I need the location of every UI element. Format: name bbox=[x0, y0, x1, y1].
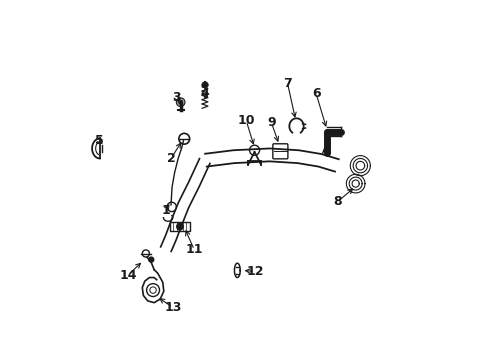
Text: 12: 12 bbox=[246, 265, 264, 278]
Text: 13: 13 bbox=[164, 301, 181, 314]
Circle shape bbox=[202, 82, 208, 88]
Circle shape bbox=[176, 224, 183, 230]
Text: 14: 14 bbox=[119, 269, 137, 282]
Text: 5: 5 bbox=[95, 134, 103, 147]
Text: 9: 9 bbox=[266, 116, 275, 129]
Circle shape bbox=[176, 98, 184, 107]
Circle shape bbox=[178, 100, 183, 104]
Text: 1: 1 bbox=[161, 204, 170, 217]
Text: 3: 3 bbox=[172, 91, 180, 104]
Text: 4: 4 bbox=[200, 87, 209, 100]
Bar bbox=[169, 222, 190, 231]
Text: 7: 7 bbox=[283, 77, 291, 90]
Text: 8: 8 bbox=[333, 195, 341, 208]
Text: 11: 11 bbox=[185, 243, 203, 256]
Circle shape bbox=[148, 257, 153, 262]
Text: 6: 6 bbox=[311, 87, 320, 100]
Text: 10: 10 bbox=[237, 114, 255, 127]
Text: 2: 2 bbox=[166, 152, 175, 165]
